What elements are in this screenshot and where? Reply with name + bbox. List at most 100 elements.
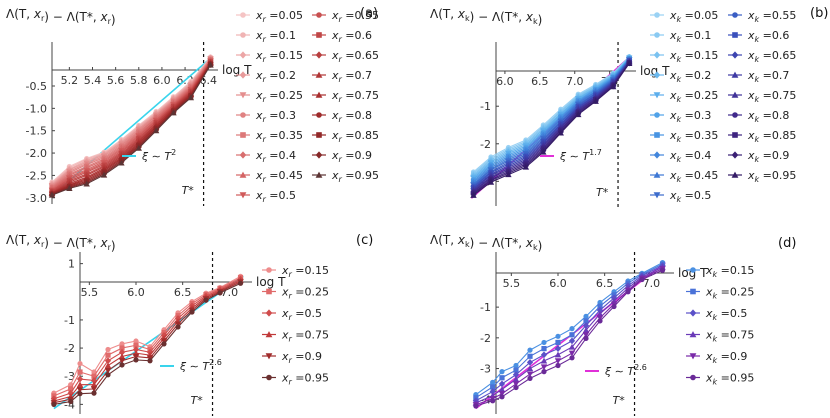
series-line xyxy=(51,60,211,191)
fit-line xyxy=(53,275,244,410)
data-point xyxy=(132,353,140,360)
data-point xyxy=(90,381,98,388)
legend-entry: xk =0.15 xyxy=(650,49,718,64)
legend-label: xr =0.5 xyxy=(255,189,296,204)
legend-marker xyxy=(240,132,246,138)
data-point xyxy=(490,398,496,404)
x-axis-label: log T xyxy=(678,266,708,280)
legend-label: xk =0.75 xyxy=(705,329,754,344)
legend-entry: xr =0.8 xyxy=(312,109,372,124)
legend-marker xyxy=(654,12,660,18)
series-line xyxy=(51,59,211,188)
data-point xyxy=(118,159,125,166)
data-point xyxy=(555,333,561,339)
legend-label: xr =0.95 xyxy=(281,372,329,387)
data-point xyxy=(527,347,533,353)
data-point xyxy=(203,297,209,303)
x-tick-label: 6.4 xyxy=(199,74,217,87)
panel-d-plot: 5.5 6.0 6.5 7.0 log T -1 -2 -3 -4 T* ξ ∼ T2.6 xyxy=(472,252,708,416)
series-line xyxy=(51,57,211,184)
legend-entry: xk =0.9 xyxy=(686,350,747,365)
legend-label: xk =0.55 xyxy=(747,9,796,24)
legend-entry: xk =0.1 xyxy=(650,29,711,44)
legend-label: xk =0.95 xyxy=(747,169,796,184)
legend-entry: xr =0.15 xyxy=(262,264,329,279)
legend-marker xyxy=(653,51,661,59)
legend-label: xk =0.9 xyxy=(705,350,747,365)
legend-marker xyxy=(315,171,323,178)
legend-entry: xr =0.45 xyxy=(236,169,303,184)
panel-b-legend: xk =0.05 xk =0.1 xk =0.15 xk =0.2 xk =0.25 xk… xyxy=(650,9,796,204)
legend-label: xk =0.6 xyxy=(747,29,789,44)
x-tick-label: 5.5 xyxy=(81,286,99,299)
legend-marker xyxy=(266,374,272,381)
legend-marker xyxy=(316,112,322,118)
y-tick-label: -1 xyxy=(480,100,491,113)
legend-label: xr =0.3 xyxy=(255,109,296,124)
legend-marker xyxy=(731,91,739,98)
data-point xyxy=(161,341,167,347)
series-line xyxy=(473,60,630,189)
data-point xyxy=(499,369,505,375)
data-point xyxy=(118,358,126,364)
data-point xyxy=(557,129,564,136)
panel-c-legend: xr =0.15 xr =0.25 xr =0.5 xr =0.75 xr =0.9 xr… xyxy=(262,264,329,387)
legend-entry: xr =0.05 xyxy=(236,9,303,24)
data-point xyxy=(170,109,177,116)
legend-marker xyxy=(690,267,696,273)
legend-marker xyxy=(732,132,738,138)
data-point xyxy=(526,365,534,372)
legend-label: xr =0.7 xyxy=(331,69,372,84)
data-point xyxy=(498,391,506,397)
data-point xyxy=(527,353,533,359)
data-point xyxy=(135,144,142,151)
data-point xyxy=(639,276,645,283)
legend-entry: xk =0.15 xyxy=(686,264,754,279)
fit-legend-label: ξ ∼ T1.7 xyxy=(559,148,602,163)
legend-marker xyxy=(731,171,739,178)
series-line xyxy=(51,62,211,194)
data-point xyxy=(104,362,112,369)
legend-entry: xr =0.2 xyxy=(236,69,296,84)
y-tick-label: -2.5 xyxy=(26,169,47,182)
data-point xyxy=(133,342,139,348)
legend-label: xr =0.25 xyxy=(281,286,329,301)
series-line xyxy=(51,58,211,188)
x-tick-label: 5.5 xyxy=(503,277,521,290)
series-line xyxy=(473,57,630,179)
y-tick-label: -4 xyxy=(480,393,491,406)
panel-d-legend: xk =0.15 xk =0.25 xk =0.5 xk =0.75 xk =0.9 xk… xyxy=(686,264,754,387)
tstar-label: T* xyxy=(191,394,204,407)
series-line xyxy=(51,63,211,195)
data-point xyxy=(187,94,195,101)
legend-label: xk =0.45 xyxy=(669,169,718,184)
data-point xyxy=(217,290,223,296)
series-line xyxy=(473,61,630,191)
legend-marker xyxy=(240,112,246,118)
legend-label: xr =0.9 xyxy=(331,149,372,164)
data-point xyxy=(470,192,477,198)
data-point xyxy=(498,386,506,393)
legend-marker xyxy=(653,192,661,199)
data-point xyxy=(569,355,575,361)
legend-label: xr =0.6 xyxy=(331,29,372,44)
legend-marker xyxy=(315,91,323,98)
legend-label: xk =0.2 xyxy=(669,69,711,84)
legend-entry: xr =0.75 xyxy=(312,89,379,104)
data-point xyxy=(540,357,548,364)
data-point xyxy=(76,381,84,388)
data-point xyxy=(583,318,589,324)
data-point xyxy=(512,371,520,379)
data-point xyxy=(91,373,97,379)
legend-marker xyxy=(731,151,739,159)
y-tick-label: -1 xyxy=(64,314,75,327)
legend-entry: xr =0.95 xyxy=(262,372,329,387)
legend-entry: xr =0.7 xyxy=(312,69,372,84)
series-line xyxy=(473,58,630,180)
legend-entry: xr =0.5 xyxy=(262,307,322,322)
fit-legend-label: ξ ∼ T2.6 xyxy=(604,363,647,378)
legend-marker xyxy=(315,51,323,59)
data-point xyxy=(100,171,108,178)
legend-marker xyxy=(265,353,273,360)
legend-label: xk =0.8 xyxy=(747,109,789,124)
